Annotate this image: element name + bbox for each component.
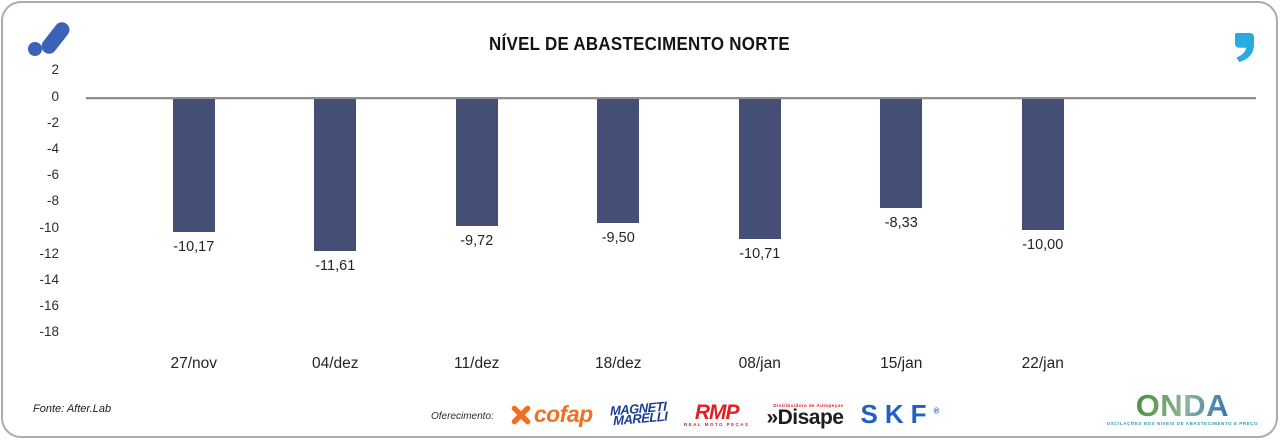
x-axis-label: 04/dez [311,355,359,372]
y-tick-label: 0 [51,88,59,104]
x-axis-label: 27/nov [170,355,218,372]
y-tick-label: -14 [39,272,59,287]
bar [455,99,498,227]
sponsor-logo-magneti-marelli: MAGNETI MARELLI [609,398,668,429]
chart-title: NÍVEL DE ABASTECIMENTO NORTE [489,34,790,54]
afterlab-logo-icon [27,17,75,61]
bar [738,99,781,240]
sponsor-logo-disape: Distribuidora de Autopeças »Disape [766,403,844,429]
bar-value-label: -9,72 [460,233,494,250]
y-tick-label: -4 [46,141,59,156]
bar [314,99,357,252]
x-axis-label: 11/dez [454,355,500,372]
x-axis-label: 08/jan [738,355,781,372]
bar-value-label: -9,50 [601,230,635,247]
bar-value-label: -8,33 [884,215,918,232]
sponsor-logo-rmp: RMP REAL MOTO PEÇAS [683,400,750,427]
y-tick-label: 2 [51,62,59,78]
bar-value-label: -11,61 [315,258,356,275]
zero-axis-line [86,97,1256,99]
sponsor-label: Oferecimento: [431,411,494,422]
x-axis-label: 22/jan [1021,355,1064,372]
source-note: Fonte: After.Lab [33,403,112,415]
sponsor-logo-cofap: cofap [511,397,593,428]
x-axis-label: 18/dez [594,355,642,372]
y-tick-label: -18 [39,324,59,340]
bar-value-label: -10,17 [173,239,215,256]
bar-value-label: -10,71 [739,246,781,263]
bar [1021,99,1064,230]
onda-tagline: OSCILAÇÕES NOS NÍVEIS DE ABASTECIMENTO E… [1106,421,1258,426]
y-tick-label: -6 [46,167,59,183]
y-tick-label: -16 [39,298,59,314]
sponsors-row: Oferecimento: cofap MAGNETI MARELLI RMP … [431,395,939,430]
quote-icon [1235,33,1254,62]
y-tick-label: -8 [46,193,59,209]
y-tick-label: -10 [39,219,59,235]
bar [172,99,215,233]
cofap-wordmark: cofap [533,401,593,427]
bar [880,99,923,209]
bar [597,99,640,224]
y-tick-label: -12 [39,245,59,261]
sponsor-logo-skf: SKF® [860,399,940,429]
y-tick-label: -2 [46,114,59,130]
onda-wordmark: ONDA [1107,390,1258,421]
cofap-x-icon [511,405,531,424]
onda-logo: ONDA OSCILAÇÕES NOS NÍVEIS DE ABASTECIME… [1106,390,1258,426]
bar-value-label: -10,00 [1022,237,1064,253]
x-axis-label: 15/jan [880,355,923,372]
